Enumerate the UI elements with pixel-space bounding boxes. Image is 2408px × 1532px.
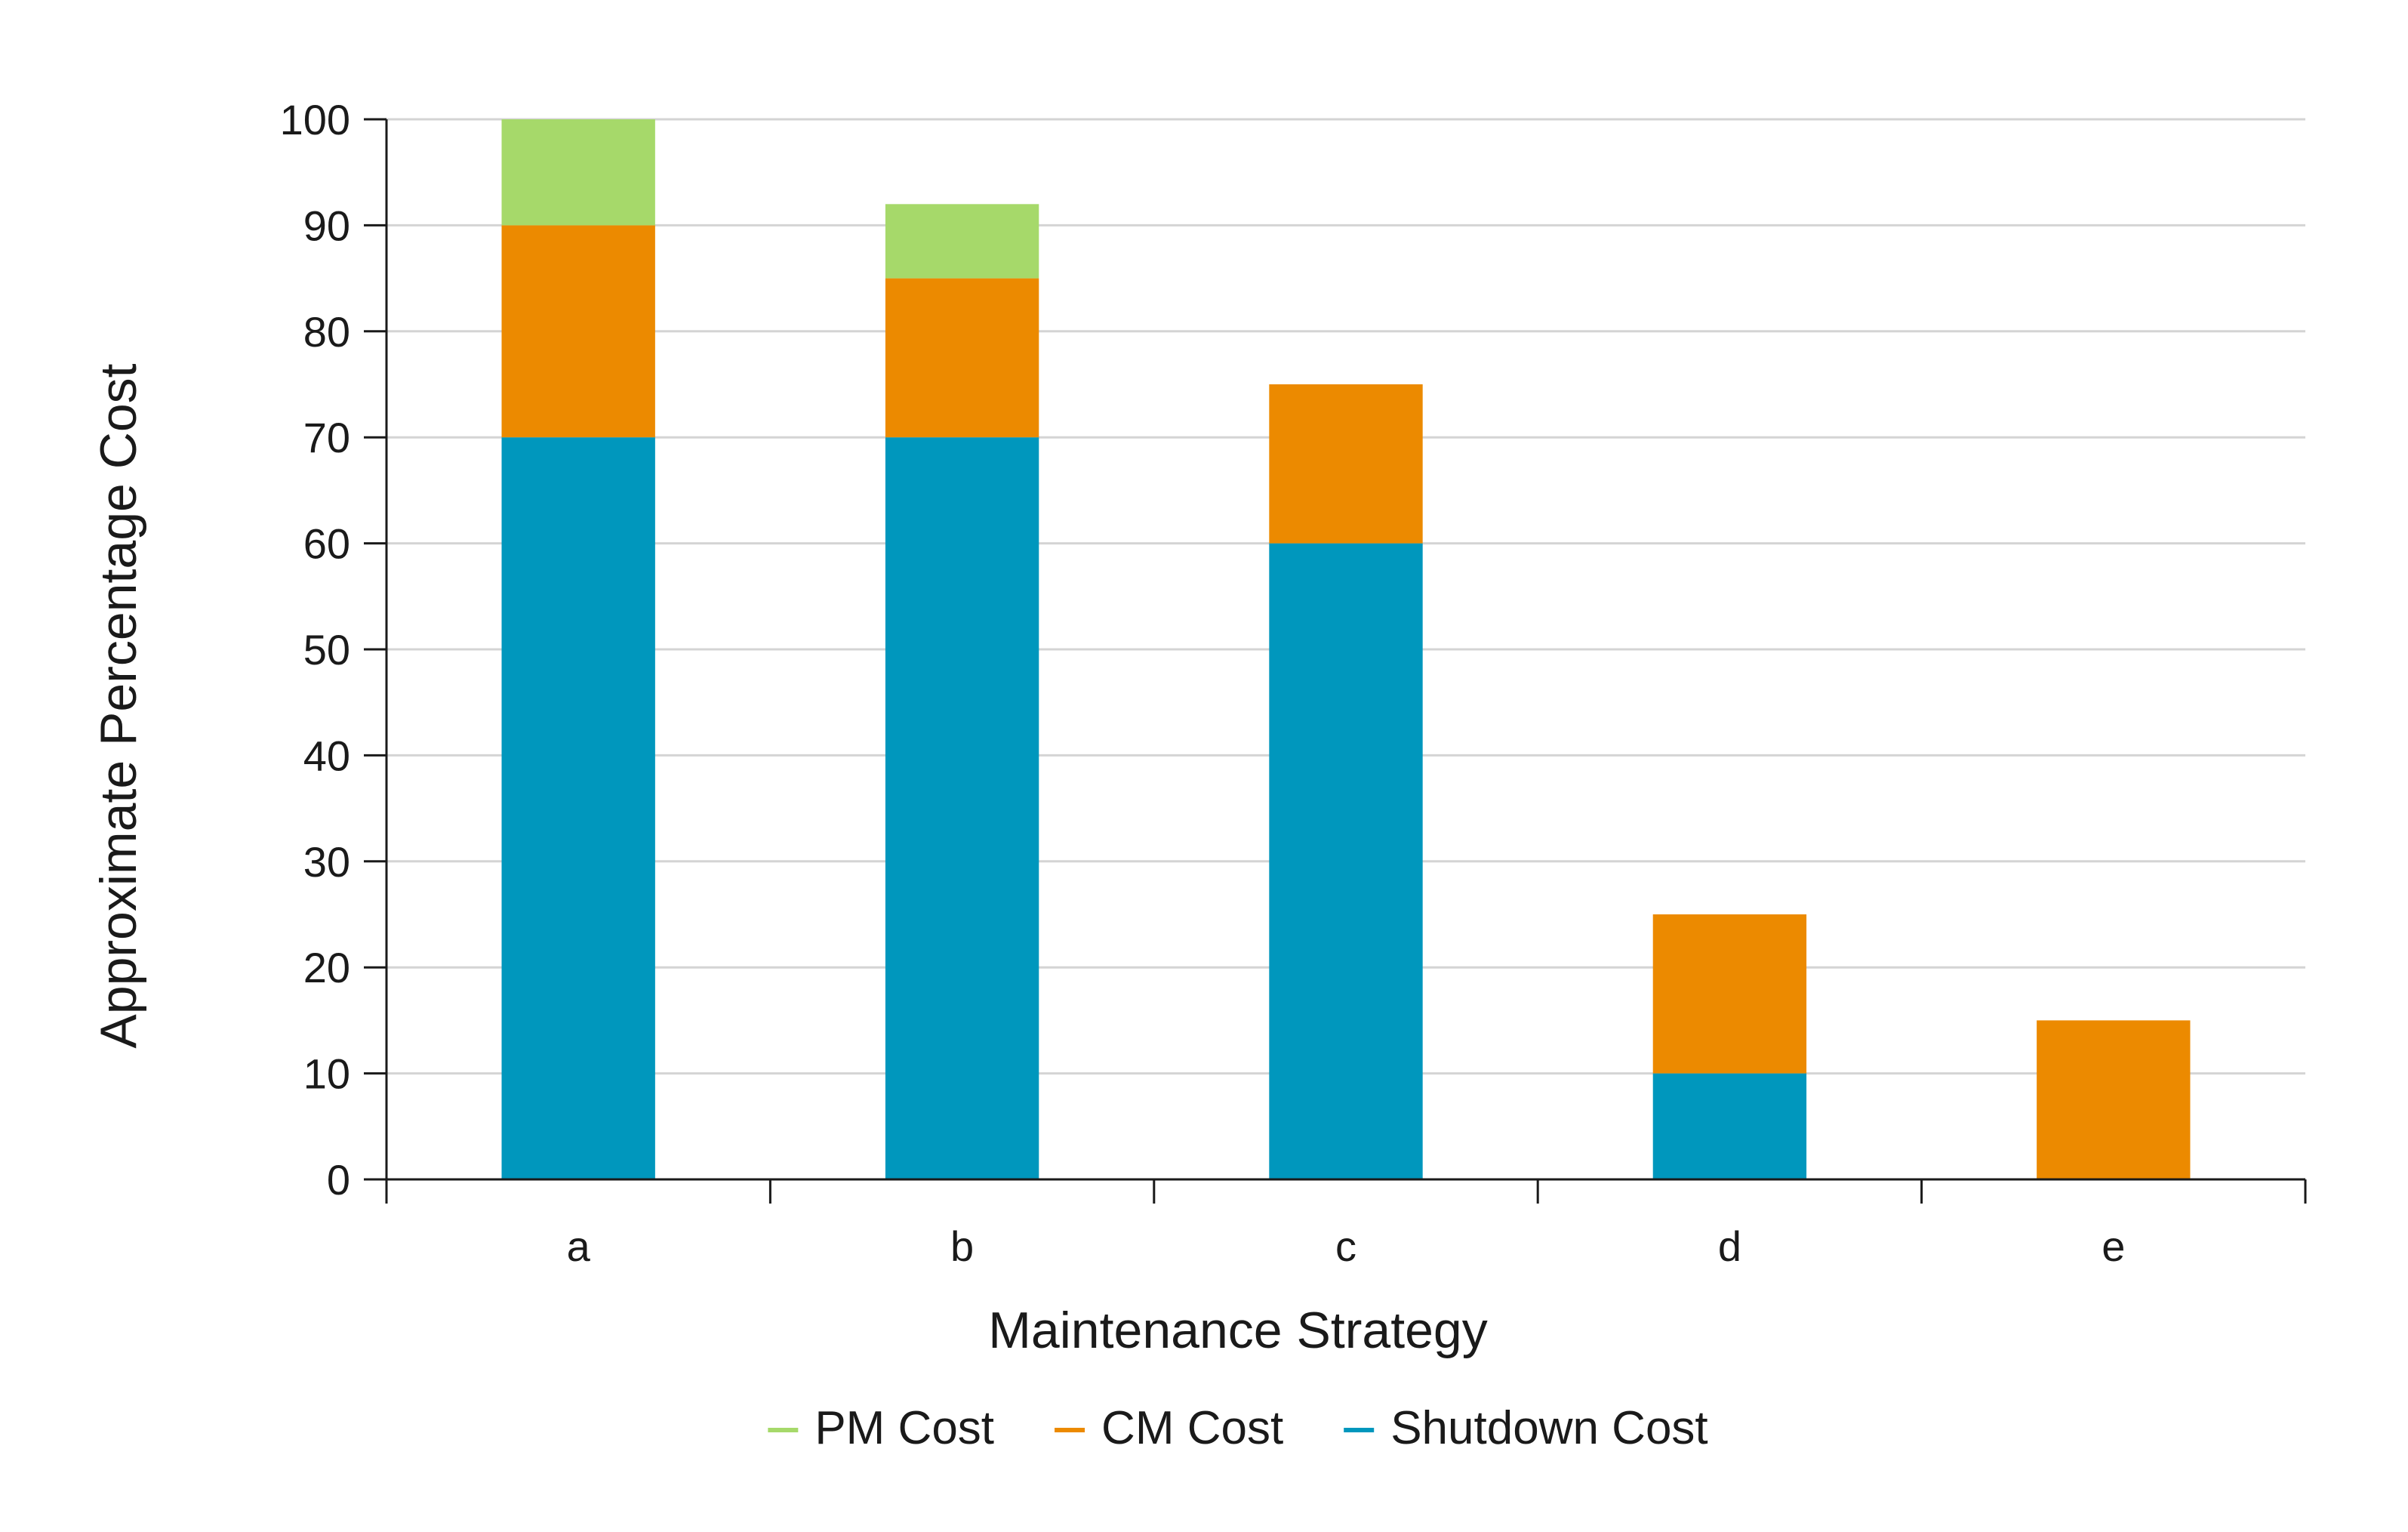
bar-b-shutdown-cost [885, 437, 1039, 1179]
y-tick-label-70: 70 [303, 414, 350, 461]
y-tick-label-90: 90 [303, 202, 350, 249]
legend: PM Cost CM Cost Shutdown Cost [768, 1402, 1708, 1454]
bars [501, 119, 2191, 1179]
bar-b-pm-cost [885, 204, 1039, 279]
y-tick-label-30: 30 [303, 838, 350, 886]
bar-a-pm-cost [501, 119, 655, 226]
y-tick-label-100: 100 [280, 96, 350, 143]
y-tick-label-60: 60 [303, 520, 350, 568]
y-axis-title: Approximate Percentage Cost [90, 363, 147, 1048]
bar-c-shutdown-cost [1269, 543, 1423, 1179]
bar-d-shutdown-cost [1652, 1073, 1807, 1179]
legend-label-shutdown-cost: Shutdown Cost [1390, 1402, 1707, 1454]
legend-label-pm-cost: PM Cost [814, 1402, 994, 1454]
x-tick-label-c: c [1335, 1222, 1356, 1270]
x-tick-label-e: e [2102, 1222, 2125, 1270]
y-tick-label-20: 20 [303, 944, 350, 991]
x-axis-title: Maintenance Strategy [988, 1302, 1488, 1359]
bar-a-cm-cost [501, 225, 655, 438]
x-tick-label-a: a [567, 1222, 591, 1270]
y-tick-label-40: 40 [303, 732, 350, 779]
y-tick-label-50: 50 [303, 626, 350, 674]
bar-c-cm-cost [1269, 384, 1423, 544]
x-tick-label-b: b [950, 1222, 974, 1270]
legend-label-cm-cost: CM Cost [1101, 1402, 1283, 1454]
bar-b-cm-cost [885, 278, 1039, 438]
bar-a-shutdown-cost [501, 437, 655, 1179]
y-tick-label-0: 0 [327, 1156, 350, 1204]
bar-e-cm-cost [2037, 1020, 2191, 1179]
y-tick-label-80: 80 [303, 308, 350, 356]
axes: 0 10 20 30 40 50 60 70 80 90 100 a b c d e [280, 96, 2307, 1270]
bar-d-cm-cost [1652, 914, 1807, 1074]
y-tick-label-10: 10 [303, 1050, 350, 1098]
x-tick-label-d: d [1718, 1222, 1741, 1270]
